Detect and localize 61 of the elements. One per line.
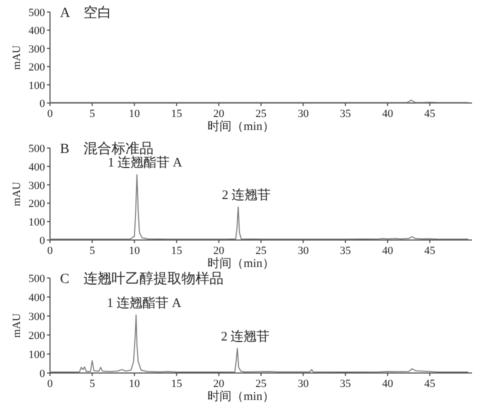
y-axis-title: mAU bbox=[11, 45, 23, 70]
y-tick-label: 100 bbox=[28, 80, 46, 92]
x-tick-label: 15 bbox=[171, 378, 183, 390]
chart-title: A 空白 bbox=[60, 5, 112, 21]
x-tick-label: 30 bbox=[298, 108, 310, 120]
x-tick-label: 0 bbox=[47, 108, 54, 120]
x-tick-label: 45 bbox=[424, 245, 436, 257]
y-tick-label: 500 bbox=[28, 7, 46, 19]
x-tick-label: 20 bbox=[213, 378, 225, 390]
y-tick-label: 400 bbox=[28, 161, 46, 174]
y-axis-title: mAU bbox=[11, 182, 23, 206]
x-tick-label: 15 bbox=[171, 245, 183, 257]
y-tick-label: 200 bbox=[28, 62, 46, 74]
annotation: 2 连翘苷 bbox=[222, 186, 271, 202]
y-axis-title: mAU bbox=[11, 313, 23, 338]
chart-title: C 连翘叶乙醇提取物样品 bbox=[60, 271, 224, 287]
y-tick-label: 500 bbox=[28, 273, 46, 285]
x-tick-label: 10 bbox=[128, 108, 140, 120]
x-tick-label: 25 bbox=[256, 378, 267, 390]
y-tick-label: 0 bbox=[40, 98, 46, 110]
y-tick-label: 200 bbox=[28, 198, 46, 210]
x-tick-label: 45 bbox=[424, 108, 436, 120]
y-tick-label: 0 bbox=[40, 235, 46, 247]
x-tick-label: 15 bbox=[171, 108, 183, 120]
x-axis-title: 时间（min） bbox=[208, 256, 274, 270]
x-tick-label: 0 bbox=[47, 245, 54, 257]
x-tick-label: 40 bbox=[382, 378, 394, 390]
x-tick-label: 40 bbox=[382, 108, 394, 120]
y-tick-label: 0 bbox=[40, 368, 46, 380]
x-tick-label: 30 bbox=[298, 245, 310, 257]
x-tick-label: 35 bbox=[340, 245, 352, 257]
x-tick-label: 5 bbox=[89, 108, 96, 120]
x-axis-title: 时间（min） bbox=[208, 389, 274, 403]
annotation: 1 连翘酯苷 A bbox=[106, 295, 182, 310]
annotation: 1 连翘酯苷 A bbox=[108, 154, 183, 170]
x-tick-label: 30 bbox=[298, 378, 310, 390]
y-tick-label: 200 bbox=[28, 330, 46, 342]
y-tick-label: 300 bbox=[28, 311, 46, 323]
x-tick-label: 35 bbox=[340, 108, 352, 120]
x-tick-label: 45 bbox=[424, 378, 436, 390]
x-tick-label: 40 bbox=[382, 245, 394, 257]
annotation: 2 连翘苷 bbox=[220, 328, 270, 344]
y-tick-label: 100 bbox=[28, 349, 46, 361]
y-tick-label: 400 bbox=[28, 292, 46, 304]
x-tick-label: 10 bbox=[128, 245, 140, 257]
x-tick-label: 25 bbox=[256, 245, 267, 257]
x-tick-label: 20 bbox=[213, 108, 225, 120]
x-tick-label: 35 bbox=[340, 378, 352, 390]
x-tick-label: 20 bbox=[213, 245, 225, 257]
y-tick-label: 300 bbox=[28, 43, 46, 56]
x-tick-label: 25 bbox=[256, 108, 267, 120]
x-tick-label: 5 bbox=[89, 245, 96, 257]
chart-title: B 混合标准品 bbox=[60, 141, 154, 157]
y-tick-label: 300 bbox=[28, 180, 46, 192]
y-tick-label: 400 bbox=[28, 25, 46, 38]
y-tick-label: 100 bbox=[28, 216, 46, 229]
x-tick-label: 5 bbox=[89, 378, 96, 390]
y-tick-label: 500 bbox=[28, 143, 46, 155]
x-tick-label: 0 bbox=[47, 378, 54, 390]
x-axis-title: 时间（min） bbox=[208, 119, 274, 133]
x-tick-label: 10 bbox=[128, 378, 140, 390]
